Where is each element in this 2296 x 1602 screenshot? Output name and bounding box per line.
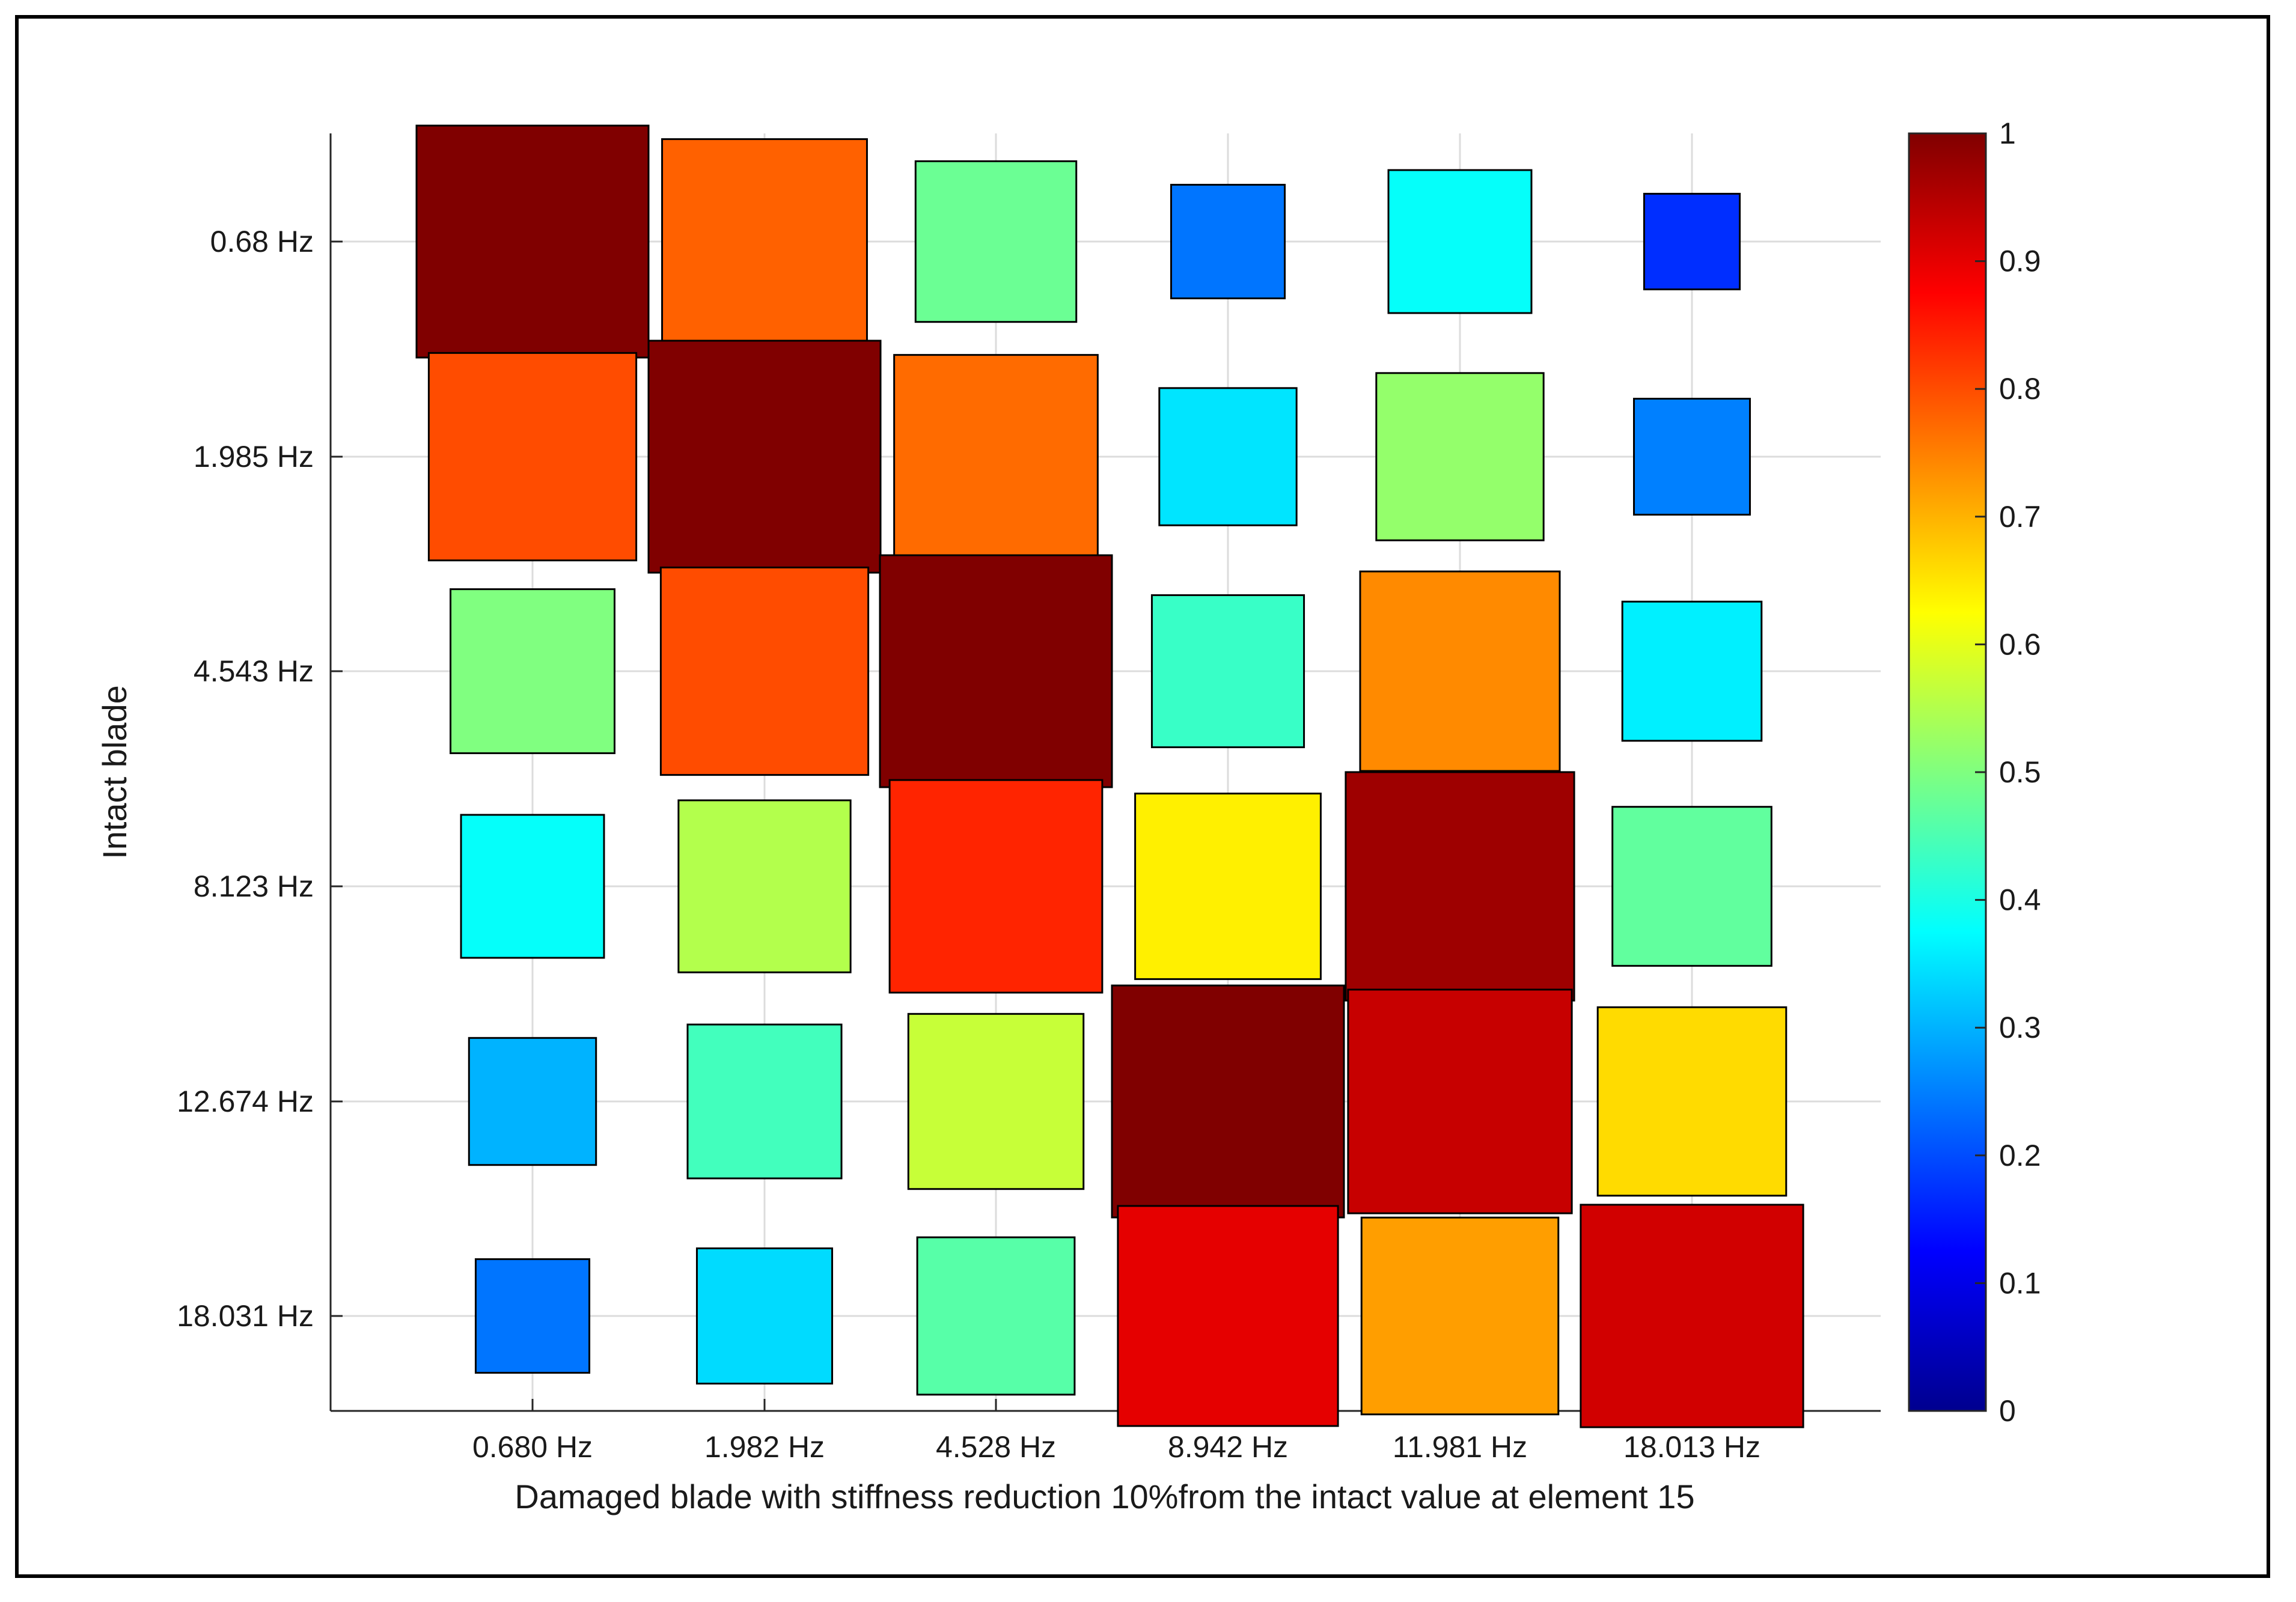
y-tick-label-0: 0.68 Hz — [210, 225, 314, 258]
cell-r0-c2 — [914, 160, 1078, 323]
x-tick-label-3: 8.942 Hz — [1168, 1430, 1288, 1464]
cell-r5-c2 — [916, 1236, 1076, 1396]
cell-r1-c1 — [647, 340, 882, 574]
cell-r2-c0 — [450, 588, 615, 754]
colorbar-gradient — [1908, 132, 1987, 1412]
cell-r3-c3 — [1134, 793, 1322, 980]
cell-r0-c1 — [661, 138, 868, 345]
cell-r3-c0 — [460, 814, 605, 959]
x-tick-label-5: 18.013 Hz — [1623, 1430, 1760, 1464]
colorbar-tick-label-9: 0.9 — [1999, 245, 2041, 278]
colorbar-tick-label-4: 0.4 — [1999, 883, 2041, 917]
cell-r2-c1 — [659, 566, 870, 776]
y-tick-label-4: 12.674 Hz — [177, 1085, 314, 1118]
y-axis-label: Intact blade — [96, 685, 133, 859]
x-tick-label-2: 4.528 Hz — [936, 1430, 1056, 1464]
cell-r1-c2 — [893, 354, 1099, 559]
cell-r0-c5 — [1643, 192, 1741, 291]
cell-r2-c2 — [879, 554, 1113, 788]
cell-r0-c3 — [1170, 183, 1286, 300]
cell-r1-c5 — [1633, 398, 1751, 516]
x-axis-label: Damaged blade with stiffness reduction 1… — [514, 1478, 1694, 1515]
colorbar-tick-label-8: 0.8 — [1999, 372, 2041, 406]
cell-r4-c5 — [1596, 1006, 1788, 1197]
cell-r5-c1 — [695, 1247, 834, 1385]
colorbar: 0 0.1 0.2 0.3 0.4 0.5 0.6 0.7 0.8 0.9 1 — [1908, 117, 2041, 1428]
cell-r1-c0 — [427, 352, 638, 562]
cell-r5-c5 — [1580, 1204, 1804, 1428]
colorbar-tick-label-7: 0.7 — [1999, 500, 2041, 534]
cell-r4-c4 — [1347, 988, 1573, 1214]
cell-r3-c4 — [1345, 771, 1575, 1002]
x-tick-label-4: 11.981 Hz — [1393, 1430, 1527, 1464]
cell-r1-c4 — [1375, 372, 1545, 541]
colorbar-tick-label-5: 0.5 — [1999, 755, 2041, 789]
colorbar-tick-label-6: 0.6 — [1999, 627, 2041, 661]
y-tick-label-1: 1.985 Hz — [194, 440, 314, 474]
colorbar-tick-label-10: 1 — [1999, 117, 2016, 150]
x-tick-label-0: 0.680 Hz — [472, 1430, 593, 1464]
x-tick-label-1: 1.982 Hz — [704, 1430, 825, 1464]
cell-r5-c3 — [1117, 1205, 1339, 1427]
cell-r0-c0 — [415, 124, 650, 359]
colorbar-tick-label-3: 0.3 — [1999, 1011, 2041, 1044]
cell-r4-c3 — [1111, 984, 1345, 1219]
cell-r3-c2 — [888, 779, 1104, 994]
cells — [415, 124, 1804, 1428]
y-tick-label-2: 4.543 Hz — [194, 654, 314, 688]
colorbar-tick-label-1: 0.1 — [1999, 1266, 2041, 1300]
cell-r4-c1 — [686, 1023, 843, 1180]
cell-r3-c5 — [1611, 806, 1772, 967]
cell-r2-c5 — [1621, 600, 1763, 742]
x-tick-labels: 0.680 Hz 1.982 Hz 4.528 Hz 8.942 Hz 11.981 H… — [472, 1430, 1760, 1464]
y-tick-labels: 0.68 Hz 1.985 Hz 4.543 Hz 8.123 Hz 12.674 Hz… — [177, 225, 314, 1333]
cell-r0-c4 — [1387, 169, 1533, 314]
colorbar-tick-label-0: 0 — [1999, 1394, 2016, 1428]
colorbar-tick-label-2: 0.2 — [1999, 1139, 2041, 1172]
cell-r4-c0 — [468, 1037, 597, 1166]
cell-r2-c4 — [1359, 570, 1561, 772]
cell-r2-c3 — [1150, 594, 1305, 749]
cell-r5-c0 — [474, 1258, 591, 1374]
y-tick-label-3: 8.123 Hz — [194, 870, 314, 903]
colorbar-tick-labels: 0 0.1 0.2 0.3 0.4 0.5 0.6 0.7 0.8 0.9 1 — [1975, 117, 2041, 1428]
cell-r5-c4 — [1360, 1216, 1560, 1416]
cell-r4-c2 — [907, 1013, 1085, 1190]
cell-r3-c1 — [677, 799, 852, 973]
y-tick-label-5: 18.031 Hz — [177, 1299, 314, 1333]
cell-r1-c3 — [1158, 387, 1298, 526]
